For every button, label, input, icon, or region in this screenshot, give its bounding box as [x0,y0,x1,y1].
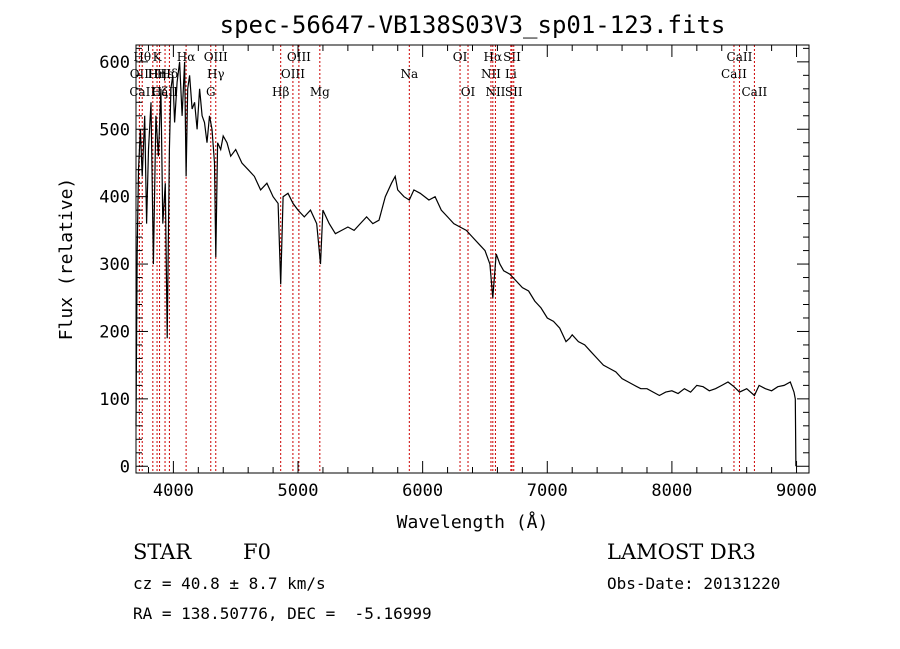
spectral-line-label: Hδ [161,67,179,81]
spectrum-chart: OIIHθCaIIHKHηHζHεCaIIHδHαGOIIIHγHβOIIIOI… [56,11,817,533]
spectral-line-label: CaII [727,50,753,64]
spectral-line-label: OIII [281,67,305,81]
x-tick-label: 4000 [153,481,194,501]
y-tick-label: 100 [99,390,130,410]
y-tick-label: 500 [99,120,130,140]
spectral-line-label: Hη [148,67,166,81]
y-tick-label: 200 [99,322,130,342]
spectral-line-label: Hγ [207,67,225,81]
observation-date: Obs-Date: 20131220 [607,574,781,593]
spectral-line-label: Hα [484,50,503,64]
survey-name: LAMOST DR3 [607,540,756,564]
y-tick-label: 400 [99,188,130,208]
spectral-line-label: Hα [177,50,196,64]
spectral-line-label: SII [505,85,523,99]
spectral-line-label: NII [485,85,505,99]
spectral-line-label: CaII [721,67,747,81]
x-tick-label: 7000 [527,481,568,501]
redshift-velocity: cz = 40.8 ± 8.7 km/s [133,574,326,593]
y-axis-label: Flux (relative) [56,178,77,341]
spectral-line-label: CaII [741,85,767,99]
spectral-line-label: OII [130,67,150,81]
spectral-line-label: OI [461,85,476,99]
spectral-line-label: Mg [310,85,330,99]
spectral-line-label: K [153,50,163,64]
spectral-line-label: Hβ [272,85,289,99]
spectral-line-label: NII [481,67,501,81]
x-tick-label: 9000 [776,481,817,501]
x-tick-label: 6000 [402,481,443,501]
spectral-line-label: OIII [204,50,228,64]
object-class: STAR [133,540,192,564]
x-axis-label: Wavelength (Å) [397,511,549,533]
spectral-line-label: OIII [287,50,311,64]
object-subclass: F0 [243,540,271,564]
plot-frame [135,44,810,474]
spectral-line-label: Hζ [151,85,168,99]
flux-series-line [135,61,797,467]
spectral-line-label: H [148,67,158,81]
y-tick-label: 300 [99,255,130,275]
x-tick-label: 8000 [651,481,692,501]
coordinates: RA = 138.50776, DEC = -5.16999 [133,604,432,623]
y-tick-label: 0 [120,457,130,477]
x-tick-label: 5000 [278,481,319,501]
spectral-line-label: CaII [152,85,178,99]
spectral-line-label: Hθ [133,50,151,64]
spectral-line-label: G [206,85,216,99]
spectral-line-label: OI [453,50,468,64]
y-tick-label: 600 [99,53,130,73]
spectral-line-label: Li [505,67,517,81]
spectral-line-label: Na [400,67,418,81]
chart-title: spec-56647-VB138S03V3_sp01-123.fits [220,11,726,39]
spectral-line-label: SII [503,50,521,64]
